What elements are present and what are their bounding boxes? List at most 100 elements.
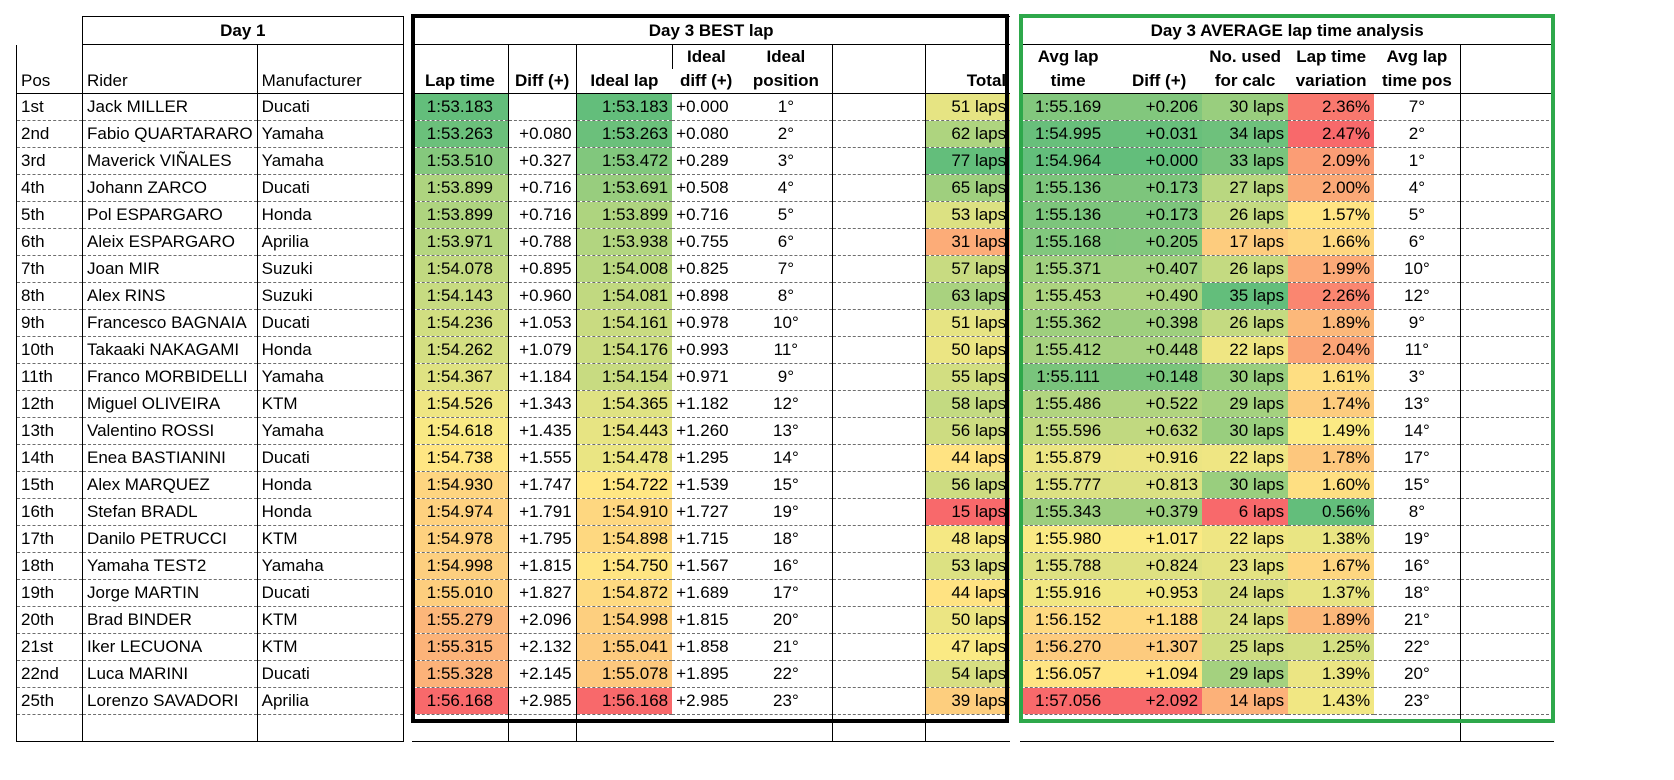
rider-cell: Jack MILLER bbox=[82, 93, 258, 121]
gap-cell bbox=[403, 498, 413, 526]
avg-diff-cell: +0.379 bbox=[1116, 498, 1203, 526]
table-row: 7th Joan MIR Suzuki 1:54.078 +0.895 1:54.008 +… bbox=[16, 255, 1555, 283]
avg-lap-cell: 1:55.371 bbox=[1020, 255, 1117, 283]
used-laps-cell: 22 laps bbox=[1202, 336, 1289, 364]
lap-time-cell: 1:54.526 bbox=[412, 390, 509, 418]
ideal-diff-cell: +1.539 bbox=[672, 471, 741, 499]
variation-cell: 0.56% bbox=[1288, 498, 1375, 526]
gap-cell bbox=[403, 633, 413, 661]
gap-cell bbox=[1010, 660, 1021, 688]
lap-time-cell: 1:54.978 bbox=[412, 525, 509, 553]
avg-diff-cell: +0.522 bbox=[1116, 390, 1203, 418]
empty-cell bbox=[1459, 228, 1555, 256]
pos-cell: 3rd bbox=[16, 147, 83, 175]
empty-cell bbox=[832, 714, 926, 742]
total-laps-cell: 47 laps bbox=[925, 633, 1011, 661]
empty-cell bbox=[832, 687, 926, 715]
header-cell bbox=[412, 44, 509, 69]
ideal-lap-cell: 1:54.161 bbox=[576, 309, 673, 337]
avg-pos-cell: 21° bbox=[1374, 606, 1461, 634]
ideal-lap-cell: 1:54.910 bbox=[576, 498, 673, 526]
lap-time-cell: 1:54.998 bbox=[412, 552, 509, 580]
rider-cell: Brad BINDER bbox=[82, 606, 258, 634]
used-laps-cell: 17 laps bbox=[1202, 228, 1289, 256]
avg-lap-cell: 1:55.486 bbox=[1020, 390, 1117, 418]
total-laps-cell: 48 laps bbox=[925, 525, 1011, 553]
avg-lap-cell: 1:55.412 bbox=[1020, 336, 1117, 364]
empty-cell bbox=[1459, 660, 1555, 688]
variation-cell: 1.61% bbox=[1288, 363, 1375, 391]
table-row: 17th Danilo PETRUCCI KTM 1:54.978 +1.795 1:54… bbox=[16, 525, 1555, 553]
empty-row bbox=[16, 714, 1555, 742]
pos-cell: 4th bbox=[16, 174, 83, 202]
ideal-diff-cell: +1.567 bbox=[672, 552, 741, 580]
diff-cell: +1.435 bbox=[508, 417, 577, 445]
variation-cell: 2.04% bbox=[1288, 336, 1375, 364]
header-cell bbox=[925, 45, 1010, 70]
empty-cell bbox=[832, 309, 926, 337]
avg-pos-header-line2: time pos bbox=[1374, 69, 1461, 94]
table-row: 10th Takaaki NAKAGAMI Honda 1:54.262 +1.079 1… bbox=[16, 336, 1555, 364]
variation-cell: 1.74% bbox=[1288, 390, 1375, 418]
empty-cell bbox=[257, 714, 404, 742]
empty-cell bbox=[832, 525, 926, 553]
manufacturer-cell: Aprilia bbox=[257, 687, 404, 715]
avg-diff-cell: +1.017 bbox=[1116, 525, 1203, 553]
ideal-position-cell: 1° bbox=[740, 93, 833, 121]
gap-cell bbox=[403, 228, 413, 256]
manufacturer-cell: KTM bbox=[257, 606, 404, 634]
total-laps-cell: 39 laps bbox=[925, 687, 1011, 715]
ideal-diff-cell: +0.716 bbox=[672, 201, 741, 229]
gap-cell bbox=[403, 282, 413, 310]
lap-time-cell: 1:53.971 bbox=[412, 228, 509, 256]
gap-cell bbox=[403, 660, 413, 688]
avg-diff-cell: +1.307 bbox=[1116, 633, 1203, 661]
variation-cell: 1.57% bbox=[1288, 201, 1375, 229]
pos-cell: 2nd bbox=[16, 120, 83, 148]
total-laps-cell: 44 laps bbox=[925, 579, 1011, 607]
total-laps-cell: 50 laps bbox=[925, 336, 1011, 364]
total-laps-cell: 63 laps bbox=[925, 282, 1011, 310]
ideal-lap-cell: 1:54.872 bbox=[576, 579, 673, 607]
avg-lap-cell: 1:55.343 bbox=[1020, 498, 1117, 526]
avg-diff-cell: +1.188 bbox=[1116, 606, 1203, 634]
manufacturer-header: Manufacturer bbox=[257, 69, 404, 94]
gap-cell bbox=[403, 471, 413, 499]
rider-cell: Alex MARQUEZ bbox=[82, 471, 258, 499]
ideal-diff-header-line1: Ideal bbox=[687, 47, 726, 66]
diff-cell: +1.827 bbox=[508, 579, 577, 607]
total-laps-cell: 62 laps bbox=[925, 120, 1011, 148]
table-row: 13th Valentino ROSSI Yamaha 1:54.618 +1.435 1… bbox=[16, 417, 1555, 445]
avg-diff-header: Diff (+) bbox=[1116, 69, 1203, 94]
ideal-diff-cell: +0.971 bbox=[672, 363, 741, 391]
avg-pos-cell: 4° bbox=[1374, 174, 1461, 202]
avg-lap-header-line1: Avg lap bbox=[1037, 47, 1099, 66]
diff-cell bbox=[508, 93, 577, 121]
gap-cell bbox=[403, 363, 413, 391]
ideal-lap-cell: 1:55.078 bbox=[576, 660, 673, 688]
ideal-diff-cell: +1.715 bbox=[672, 525, 741, 553]
lap-time-cell: 1:54.143 bbox=[412, 282, 509, 310]
manufacturer-cell: Yamaha bbox=[257, 147, 404, 175]
avg-pos-cell: 15° bbox=[1374, 471, 1461, 499]
pos-header: Pos bbox=[16, 69, 83, 94]
day1-group-header: Day 1 bbox=[82, 16, 404, 45]
diff-cell: +2.985 bbox=[508, 687, 577, 715]
table-row: 16th Stefan BRADL Honda 1:54.974 +1.791 1:54.… bbox=[16, 498, 1555, 526]
avg-diff-cell: +0.173 bbox=[1116, 174, 1203, 202]
pos-cell: 5th bbox=[16, 201, 83, 229]
ideal-position-cell: 18° bbox=[740, 525, 833, 553]
variation-cell: 2.26% bbox=[1288, 282, 1375, 310]
pos-cell: 20th bbox=[16, 606, 83, 634]
lap-time-cell: 1:54.738 bbox=[412, 444, 509, 472]
variation-cell: 1.25% bbox=[1288, 633, 1375, 661]
rider-cell: Danilo PETRUCCI bbox=[82, 525, 258, 553]
ideal-diff-cell: +0.000 bbox=[672, 93, 741, 121]
gap-cell bbox=[403, 309, 413, 337]
ideal-diff-cell: +1.815 bbox=[672, 606, 741, 634]
empty-cell bbox=[576, 714, 673, 742]
used-laps-cell: 14 laps bbox=[1202, 687, 1289, 715]
empty-cell bbox=[1374, 714, 1461, 742]
total-laps-cell: 31 laps bbox=[925, 228, 1011, 256]
empty-cell bbox=[925, 714, 1011, 742]
